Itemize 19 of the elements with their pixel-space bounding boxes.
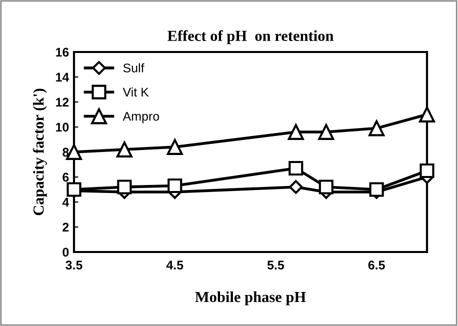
x-tick-label: 5.5 <box>267 260 284 270</box>
legend-label: Sulf <box>123 63 144 72</box>
x-tick-label: 6.5 <box>368 260 385 270</box>
y-tick-label: 4 <box>62 198 70 207</box>
y-axis-title: Capacity factor (k') <box>32 88 47 216</box>
y-tick-label: 16 <box>56 48 69 57</box>
y-tick-label: 0 <box>62 248 69 257</box>
y-tick-label: 14 <box>56 72 70 82</box>
x-tick-label: 4.5 <box>166 260 184 270</box>
legend-label: Vit K <box>122 87 149 97</box>
x-tick-label: 3.5 <box>66 260 82 270</box>
y-tick-label: 12 <box>56 98 69 107</box>
y-tick-label: 8 <box>62 148 69 157</box>
y-tick-label: 6 <box>62 172 69 182</box>
chart-title: Effect of pH on retention <box>168 30 334 44</box>
legend-label: Ampro <box>122 112 160 124</box>
y-tick-label: 10 <box>56 122 69 132</box>
x-axis-title: Mobile phase pH <box>195 291 306 306</box>
y-tick-label: 2 <box>62 222 69 232</box>
